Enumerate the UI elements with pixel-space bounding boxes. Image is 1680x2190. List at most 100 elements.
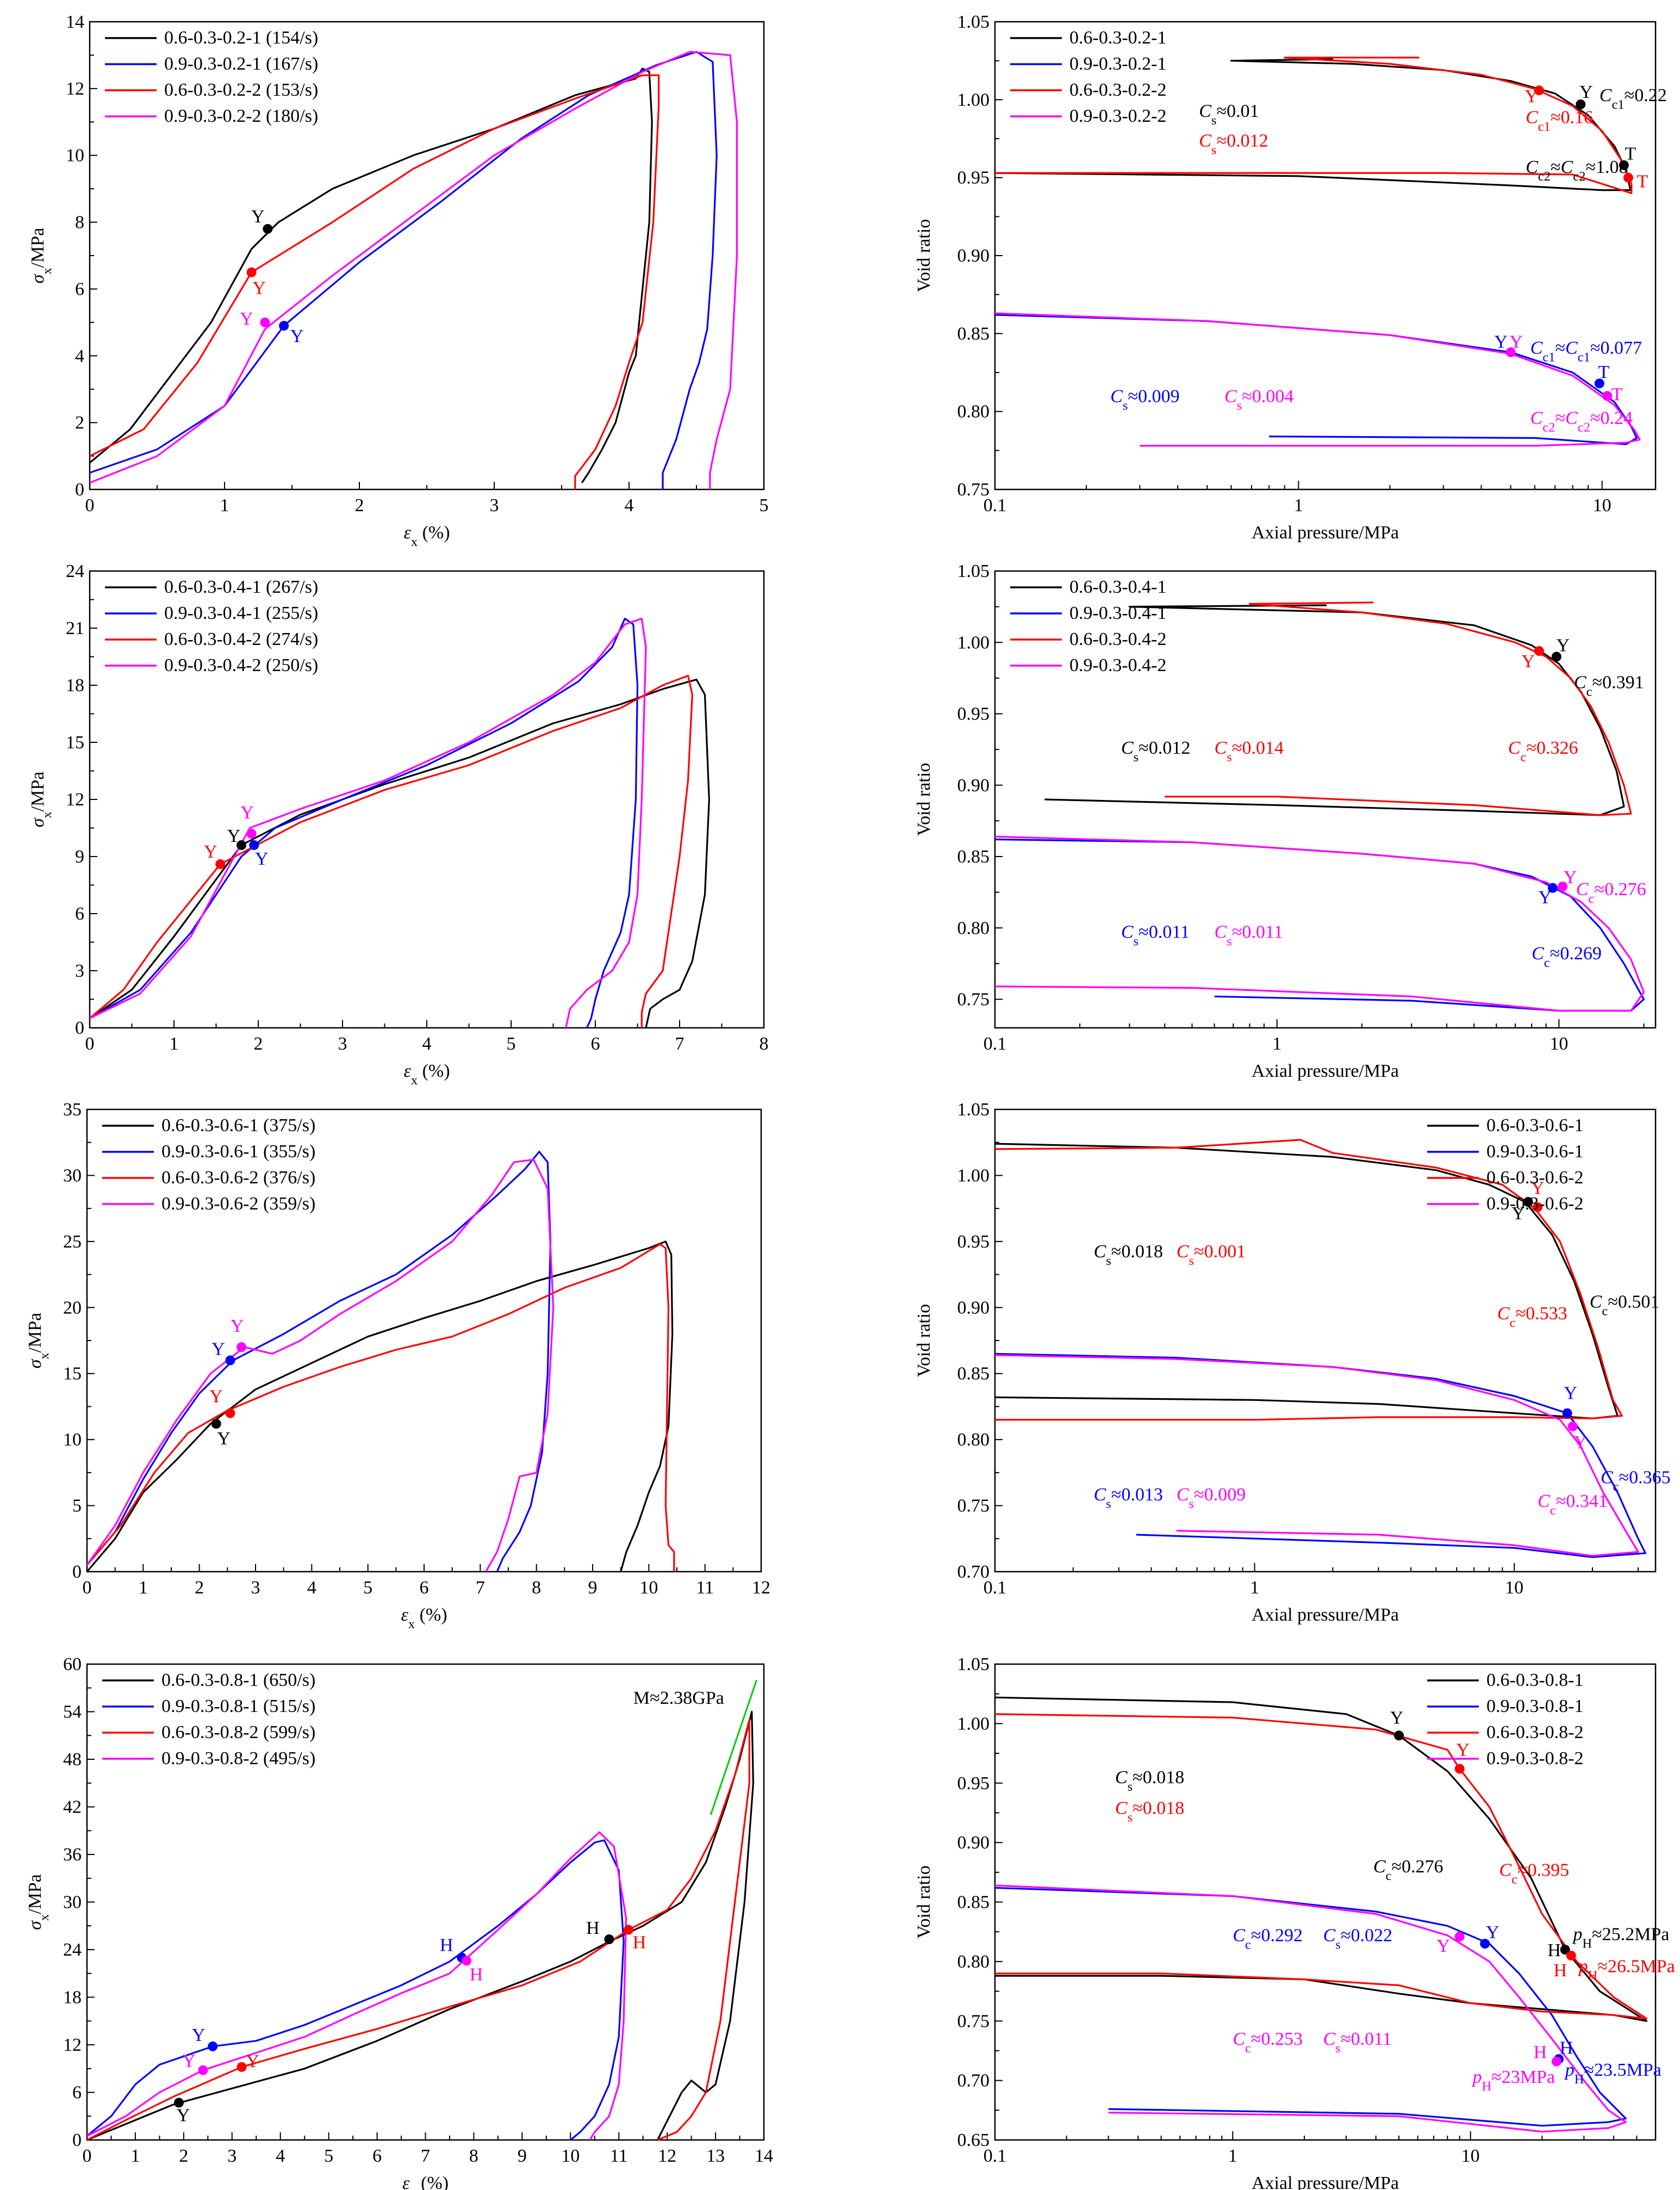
series-line-3[interactable]	[90, 74, 660, 489]
series-line-4[interactable]	[995, 1354, 1639, 1557]
marker-point[interactable]	[1576, 99, 1586, 109]
y-tick-label: 24	[63, 1940, 82, 1960]
y-tick-label: 0.95	[957, 168, 990, 188]
x-axis-label: Axial pressure/MPa	[1252, 1605, 1399, 1625]
marker-point[interactable]	[173, 2098, 184, 2108]
series-line-4[interactable]	[995, 835, 1645, 1012]
marker-point[interactable]	[1558, 882, 1568, 892]
annotation: M≈2.38GPa	[633, 1688, 724, 1708]
marker-point[interactable]	[1623, 172, 1633, 183]
series-line-4[interactable]	[90, 617, 647, 1028]
series-line-3[interactable]	[1165, 601, 1632, 816]
marker-point[interactable]	[1619, 160, 1629, 170]
series-line-4[interactable]	[87, 1831, 627, 2140]
y-tick-label: 0.80	[957, 402, 990, 422]
annotation: Cs≈0.013	[1094, 1485, 1163, 1511]
series-line-1[interactable]	[995, 1143, 1619, 1419]
marker-point[interactable]	[1480, 1939, 1490, 1949]
y-tick-label: 24	[66, 561, 84, 581]
marker-point[interactable]	[237, 2062, 247, 2072]
marker-point[interactable]	[279, 321, 289, 331]
marker-point[interactable]	[225, 1355, 235, 1366]
marker-point[interactable]	[462, 1956, 472, 1966]
marker-point[interactable]	[215, 859, 226, 869]
marker-point[interactable]	[1533, 1202, 1543, 1212]
series-line-3[interactable]	[995, 57, 1633, 194]
marker-point[interactable]	[624, 1925, 633, 1935]
marker-point[interactable]	[237, 1342, 247, 1353]
y-tick-label: 0.95	[957, 1232, 990, 1252]
series-line-1[interactable]	[995, 1696, 1648, 2022]
marker-point[interactable]	[1534, 85, 1544, 96]
marker-point[interactable]	[1547, 883, 1558, 893]
series-line-4[interactable]	[87, 1158, 555, 1572]
marker-point[interactable]	[246, 267, 257, 277]
series-line-2[interactable]	[995, 838, 1645, 1012]
marker-point[interactable]	[1505, 347, 1516, 357]
marker-point[interactable]	[1454, 1764, 1465, 1774]
annotation: Cc≈0.292	[1233, 1926, 1303, 1952]
series-line-1[interactable]	[90, 678, 710, 1028]
series-line-4[interactable]	[995, 1884, 1627, 2133]
marker-label: Y	[217, 1429, 231, 1449]
series-line-2[interactable]	[87, 1151, 552, 1572]
series-line-4[interactable]	[995, 312, 1641, 447]
marker-point[interactable]	[208, 2041, 218, 2051]
x-tick-label: 3	[338, 1034, 347, 1054]
series-line-2[interactable]	[995, 1353, 1646, 1558]
marker-point[interactable]	[225, 1408, 235, 1418]
marker-label: Y	[227, 826, 241, 846]
marker-point[interactable]	[1551, 2056, 1561, 2067]
marker-point[interactable]	[249, 840, 259, 850]
fit-line	[710, 1679, 758, 1815]
annotation: pH≈25.2MPa	[1572, 1925, 1669, 1951]
series-line-1[interactable]	[87, 1710, 754, 2141]
series-line-3[interactable]	[87, 1243, 675, 1572]
marker-point[interactable]	[1567, 1421, 1578, 1431]
marker-point[interactable]	[1394, 1730, 1404, 1741]
marker-point[interactable]	[1523, 1197, 1533, 1207]
series-line-3[interactable]	[995, 1139, 1623, 1421]
x-tick-label: 1	[1272, 1034, 1281, 1054]
marker-label: Y	[251, 207, 265, 227]
marker-point[interactable]	[263, 224, 273, 234]
series-line-2[interactable]	[90, 617, 639, 1028]
series-line-2[interactable]	[87, 1839, 625, 2140]
marker-label: Y	[209, 1387, 223, 1407]
marker-label: Y	[231, 1316, 244, 1336]
marker-point[interactable]	[246, 829, 257, 839]
marker-point[interactable]	[211, 1419, 221, 1429]
series-line-1[interactable]	[87, 1240, 674, 1572]
series-line-1[interactable]	[90, 67, 653, 483]
series-line-4[interactable]	[90, 51, 738, 489]
marker-point[interactable]	[237, 840, 246, 850]
marker-point[interactable]	[604, 1934, 614, 1945]
marker-point[interactable]	[1454, 1931, 1465, 1941]
series-line-2[interactable]	[995, 1887, 1627, 2127]
marker-label: Y	[1579, 82, 1593, 102]
marker-point[interactable]	[1602, 391, 1613, 401]
marker-point[interactable]	[1566, 1950, 1576, 1961]
annotation: Cs≈0.001	[1177, 1242, 1246, 1268]
series-line-3[interactable]	[995, 1713, 1648, 2020]
legend-label-4: 0.9-0.3-0.4-2	[1069, 655, 1166, 675]
marker-label: H	[586, 1918, 600, 1938]
series-line-3[interactable]	[87, 1719, 750, 2140]
marker-point[interactable]	[1594, 379, 1604, 389]
legend-label-3: 0.6-0.3-0.8-2 (599/s)	[161, 1722, 315, 1742]
marker-label: Y	[1557, 636, 1570, 656]
marker-point[interactable]	[1562, 1408, 1572, 1418]
marker-point[interactable]	[1560, 1945, 1570, 1955]
x-tick-label: 8	[760, 1034, 769, 1054]
marker-point[interactable]	[198, 2065, 208, 2075]
marker-label: Y	[246, 2051, 259, 2071]
x-tick-label: 2	[195, 1578, 204, 1598]
annotation: Cc≈0.326	[1508, 738, 1578, 765]
y-tick-label: 1.00	[957, 1165, 990, 1186]
y-tick-label: 0.95	[957, 1773, 990, 1794]
marker-point[interactable]	[1551, 652, 1561, 662]
marker-point[interactable]	[1534, 646, 1544, 656]
marker-point[interactable]	[260, 317, 270, 327]
